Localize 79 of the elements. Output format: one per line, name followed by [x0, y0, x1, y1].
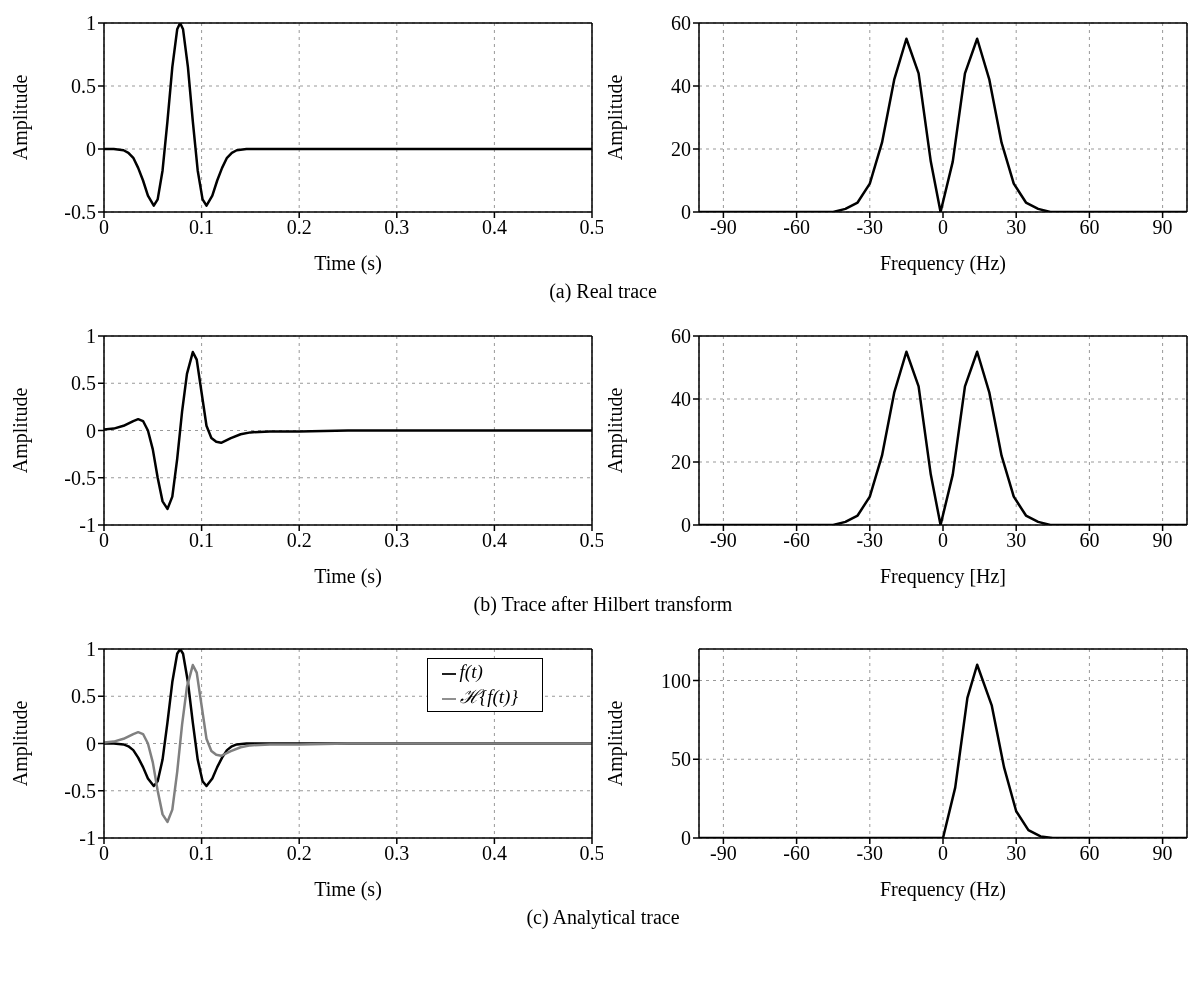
- y-axis-title: Amplitude: [604, 700, 628, 787]
- y-tick-label: 60: [671, 12, 691, 35]
- y-tick-label: 0: [86, 419, 96, 442]
- x-axis-title: Time (s): [314, 252, 382, 275]
- x-tick-label: -30: [856, 529, 884, 552]
- x-tick-label: -60: [783, 529, 810, 552]
- y-tick-label: 0.5: [71, 75, 96, 98]
- y-tick-label: 40: [671, 388, 691, 411]
- y-tick-label: 60: [671, 325, 691, 348]
- text: (b) Trace after Hilbert transform: [472, 593, 734, 616]
- x-tick-label: 0.5: [579, 216, 605, 239]
- y-tick-label: -1: [79, 827, 96, 850]
- x-tick-label: 0: [938, 842, 948, 865]
- y-axis-title: Amplitude: [604, 74, 628, 161]
- x-tick-label: 0.4: [481, 216, 507, 239]
- y-tick-label: 0: [86, 732, 96, 755]
- x-tick-label: -30: [856, 216, 884, 239]
- y-tick-label: 0.5: [71, 372, 96, 395]
- x-tick-label: 90: [1152, 529, 1173, 552]
- x-tick-label: 90: [1152, 216, 1173, 239]
- y-tick-label: 0: [681, 201, 691, 224]
- x-tick-label: -60: [783, 842, 810, 865]
- x-axis-title: Frequency (Hz): [879, 878, 1007, 901]
- x-tick-label: -30: [856, 842, 884, 865]
- x-tick-label: 0.2: [286, 529, 312, 552]
- x-tick-label: 0.2: [286, 842, 312, 865]
- x-tick-label: -60: [783, 216, 810, 239]
- y-tick-label: 0: [681, 827, 691, 850]
- x-tick-label: -90: [710, 529, 737, 552]
- x-tick-label: 0.3: [384, 842, 410, 865]
- x-tick-label: 0.4: [481, 842, 507, 865]
- y-tick-label: 1: [86, 12, 96, 35]
- text: (a) Real trace: [548, 280, 658, 303]
- x-axis-title: Time (s): [314, 565, 382, 588]
- x-tick-label: 0.1: [189, 842, 215, 865]
- x-tick-label: 90: [1152, 842, 1173, 865]
- x-tick-label: 0: [938, 216, 948, 239]
- y-tick-label: -0.5: [64, 779, 96, 802]
- x-tick-label: 0.5: [579, 842, 605, 865]
- x-tick-label: 30: [1006, 529, 1027, 552]
- y-tick-label: 40: [671, 75, 691, 98]
- x-tick-label: 60: [1079, 842, 1100, 865]
- x-tick-label: 0: [938, 529, 948, 552]
- x-tick-label: 0.1: [189, 216, 215, 239]
- y-tick-label: 0: [681, 514, 691, 537]
- x-tick-label: 0.4: [481, 529, 507, 552]
- x-axis-title: Frequency [Hz]: [879, 565, 1007, 588]
- x-tick-label: 0.5: [579, 529, 605, 552]
- x-tick-label: 0.1: [189, 529, 215, 552]
- x-axis-title: Frequency (Hz): [879, 252, 1007, 275]
- y-tick-label: -0.5: [64, 466, 96, 489]
- legend-label: f(t): [459, 661, 483, 682]
- y-tick-label: 20: [671, 451, 691, 474]
- x-tick-label: -90: [710, 216, 737, 239]
- y-tick-label: 1: [86, 325, 96, 348]
- y-tick-label: -1: [79, 514, 96, 537]
- y-axis-title: Amplitude: [9, 700, 33, 787]
- x-tick-label: 60: [1079, 216, 1100, 239]
- x-tick-label: 30: [1006, 842, 1027, 865]
- x-tick-label: 0.3: [384, 529, 410, 552]
- y-tick-label: 0: [86, 138, 96, 161]
- x-tick-label: 0.2: [286, 216, 312, 239]
- y-axis-title: Amplitude: [9, 74, 33, 161]
- y-axis-title: Amplitude: [9, 387, 33, 474]
- y-tick-label: 1: [86, 638, 96, 661]
- y-axis-title: Amplitude: [604, 387, 628, 474]
- x-tick-label: -90: [710, 842, 737, 865]
- x-tick-label: 30: [1006, 216, 1027, 239]
- y-tick-label: 100: [661, 669, 691, 692]
- line-series: [104, 663, 592, 824]
- x-tick-label: 0.3: [384, 216, 410, 239]
- y-tick-label: 20: [671, 138, 691, 161]
- legend-label: ℋ{f(t)}: [459, 686, 518, 707]
- y-tick-label: 50: [671, 748, 691, 771]
- x-axis-title: Time (s): [314, 878, 382, 901]
- text: (c) Analytical trace: [525, 906, 681, 929]
- x-tick-label: 60: [1079, 529, 1100, 552]
- y-tick-label: 0.5: [71, 685, 96, 708]
- y-tick-label: -0.5: [64, 201, 96, 224]
